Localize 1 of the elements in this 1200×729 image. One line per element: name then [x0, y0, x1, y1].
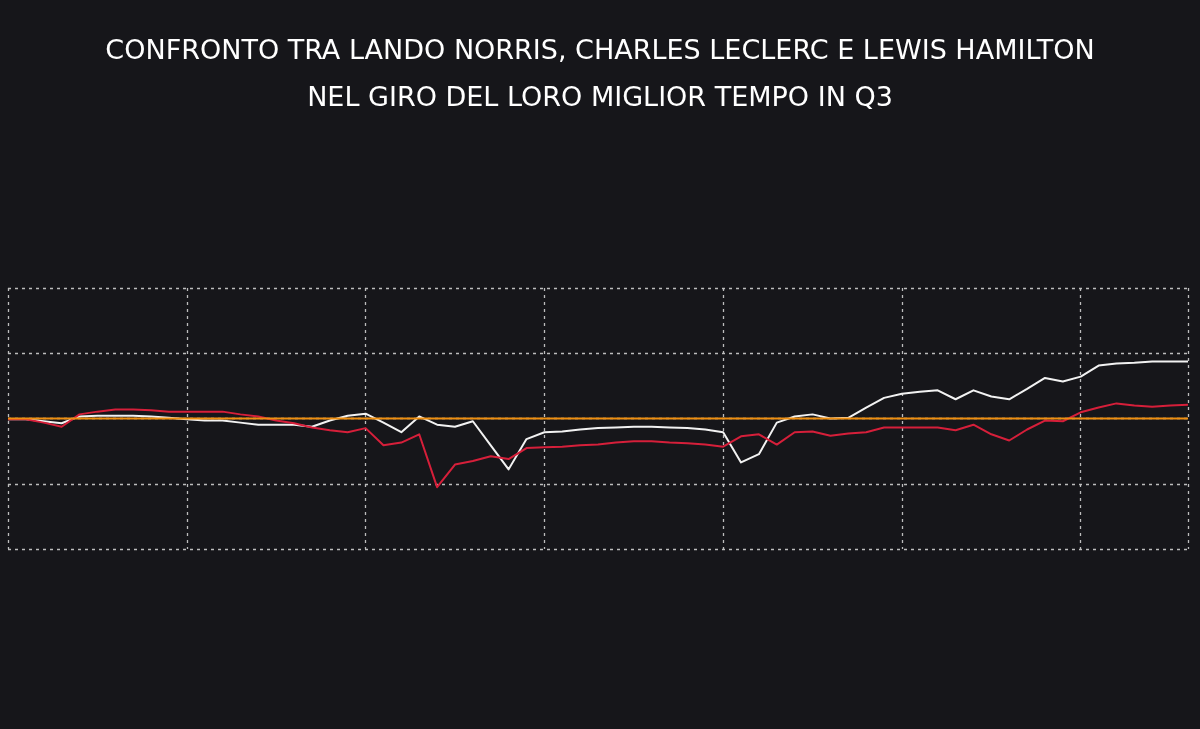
chart-title: CONFRONTO TRA LANDO NORRIS, CHARLES LECLERC E LEWIS HAMILTON NEL GIRO DEL LORO MIGLIOR TEMPO IN Q3	[105, 34, 1095, 112]
